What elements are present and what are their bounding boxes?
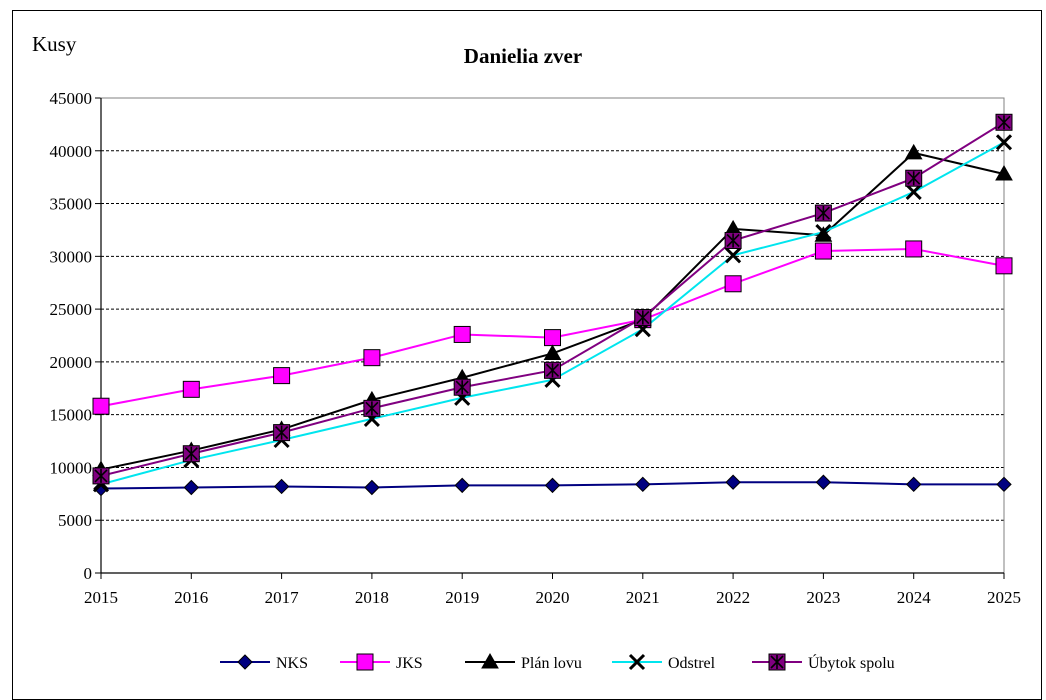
chart-frame xyxy=(12,10,1042,700)
series-0-point xyxy=(93,480,109,497)
legend-marker-cross xyxy=(770,655,784,669)
y-tick-label: 5000 xyxy=(58,511,92,530)
y-tick-label: 45000 xyxy=(50,89,93,108)
legend-label: Odstrel xyxy=(668,655,716,672)
series-4-point-cross xyxy=(455,380,469,395)
series-0-point xyxy=(996,476,1012,493)
series-0-point xyxy=(454,477,470,494)
series-line-4 xyxy=(100,121,1005,477)
series-2-point xyxy=(904,143,923,160)
legend-marker xyxy=(481,652,499,669)
x-tick-label: 2020 xyxy=(536,588,570,607)
series-3-point xyxy=(995,134,1013,151)
y-tick-label: 35000 xyxy=(50,195,93,214)
series-0-point xyxy=(544,477,561,494)
x-tick-label: 2022 xyxy=(716,588,750,607)
series-4-point-cross xyxy=(997,115,1011,130)
series-1-point xyxy=(273,367,291,385)
series-1-point xyxy=(182,380,200,398)
series-1-point xyxy=(363,349,381,367)
series-0-point xyxy=(815,474,832,490)
series-4-point-cross xyxy=(275,425,289,440)
series-2-point xyxy=(995,164,1013,181)
y-tick-label: 20000 xyxy=(50,353,93,372)
legend-label: Úbytok spolu xyxy=(808,653,895,672)
legend-label: NKS xyxy=(276,655,308,672)
series-4-point-cross xyxy=(907,171,921,186)
y-tick-label: 15000 xyxy=(50,406,93,425)
series-1-point xyxy=(995,257,1013,275)
series-1-point xyxy=(905,240,923,258)
series-0-point xyxy=(364,479,380,496)
series-4-point-cross xyxy=(726,233,740,248)
chart: 0 5000 10000 15000 20000 25000 30000 35000 40000… xyxy=(50,89,1022,672)
series-4-point-cross xyxy=(184,446,198,461)
series-0-point xyxy=(183,479,200,496)
legend-marker xyxy=(628,653,646,671)
series-2-point xyxy=(543,344,562,360)
y-tick-label: 40000 xyxy=(50,142,93,161)
x-tick-label: 2017 xyxy=(265,588,300,607)
x-tick-label: 2015 xyxy=(84,588,118,607)
legend-label: Plán lovu xyxy=(521,655,582,672)
series-4-point-cross xyxy=(545,363,560,378)
series-4-point-cross xyxy=(365,401,379,416)
series-0-point xyxy=(725,474,741,490)
series-1-point xyxy=(92,397,110,415)
legend-marker xyxy=(356,653,374,671)
series-0-point xyxy=(635,476,651,493)
legend-label: JKS xyxy=(396,655,423,672)
x-tick-label: 2024 xyxy=(897,588,932,607)
x-tick-label: 2016 xyxy=(174,588,208,607)
series-4-point-cross xyxy=(816,206,830,221)
series-0-point xyxy=(905,476,922,493)
y-tick-label: 30000 xyxy=(50,247,93,266)
y-axis-label: Kusy xyxy=(32,32,77,56)
y-tick-label: 10000 xyxy=(50,458,93,477)
series-3-point xyxy=(905,183,922,201)
chart-title: Danielia zver xyxy=(463,44,583,68)
legend-marker xyxy=(237,654,253,670)
series-0-point xyxy=(273,478,290,495)
series-1-point xyxy=(814,242,832,260)
series-line-1 xyxy=(100,247,1005,408)
series-line-2 xyxy=(100,151,1005,471)
x-tick-label: 2023 xyxy=(806,588,840,607)
y-tick-label: 25000 xyxy=(50,300,93,319)
series-1-point xyxy=(453,325,471,343)
x-tick-label: 2019 xyxy=(445,588,479,607)
x-tick-label: 2021 xyxy=(626,588,660,607)
series-4-point-cross xyxy=(94,468,108,483)
series-4-point-cross xyxy=(636,310,650,325)
series-1-point xyxy=(544,329,561,347)
x-tick-label: 2025 xyxy=(987,588,1021,607)
series-1-point xyxy=(724,275,742,293)
series-3-point xyxy=(725,247,742,264)
y-tick-label: 0 xyxy=(84,564,93,583)
x-tick-label: 2018 xyxy=(355,588,389,607)
series-3-point xyxy=(815,223,832,241)
